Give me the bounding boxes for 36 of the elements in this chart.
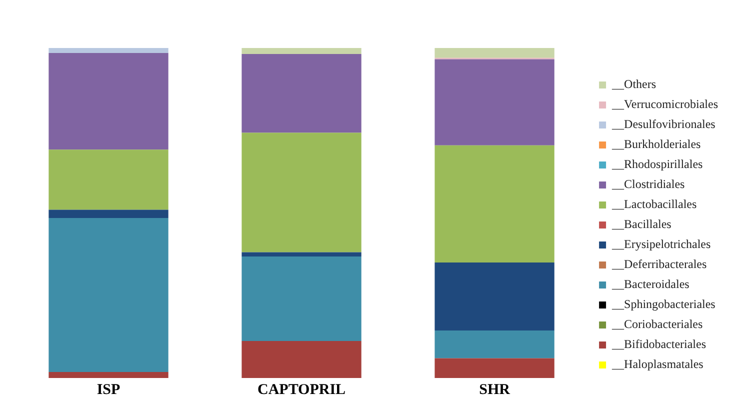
bar bbox=[434, 145, 554, 262]
legend-label: __Haloplasmatales bbox=[611, 357, 704, 372]
legend-label: __Sphingobacteriales bbox=[611, 297, 716, 312]
bar bbox=[48, 372, 168, 378]
legend-label: __Others bbox=[611, 77, 656, 92]
bar bbox=[48, 52, 168, 150]
bar bbox=[434, 262, 554, 330]
bar bbox=[242, 48, 362, 54]
legend-label: __Coriobacteriales bbox=[611, 317, 703, 332]
legend-label: __Verrucomicrobiales bbox=[611, 97, 718, 112]
legend-label: __Deferribacterales bbox=[611, 257, 707, 272]
x-tick-label: CAPTOPRIL bbox=[257, 382, 346, 398]
legend-label: __Clostridiales bbox=[611, 177, 686, 192]
bar bbox=[242, 252, 362, 257]
x-tick-label: SHR bbox=[479, 382, 510, 398]
bar bbox=[48, 48, 168, 53]
bar bbox=[242, 256, 362, 342]
bar bbox=[434, 59, 554, 146]
legend-label: __Bacillales bbox=[611, 217, 672, 232]
bar bbox=[434, 48, 554, 58]
legend-label: __Desulfovibrionales bbox=[611, 117, 716, 132]
bar bbox=[48, 150, 168, 210]
legend-label: __Burkholderiales bbox=[611, 137, 702, 152]
bar bbox=[48, 218, 168, 372]
bar bbox=[242, 341, 362, 378]
legend-label: __Bifidobacteriales bbox=[611, 337, 706, 352]
legend-label: __Bacteroidales bbox=[611, 277, 690, 292]
bar bbox=[242, 132, 362, 252]
bar bbox=[242, 54, 362, 133]
legend-label: __Erysipelotrichales bbox=[611, 237, 712, 252]
bar bbox=[434, 358, 554, 378]
legend-label: __Rhodospirillales bbox=[611, 157, 704, 172]
legend-label: __Lactobacillales bbox=[611, 197, 697, 212]
bar bbox=[48, 210, 168, 218]
bar bbox=[434, 330, 554, 358]
x-tick-label: ISP bbox=[96, 382, 120, 398]
